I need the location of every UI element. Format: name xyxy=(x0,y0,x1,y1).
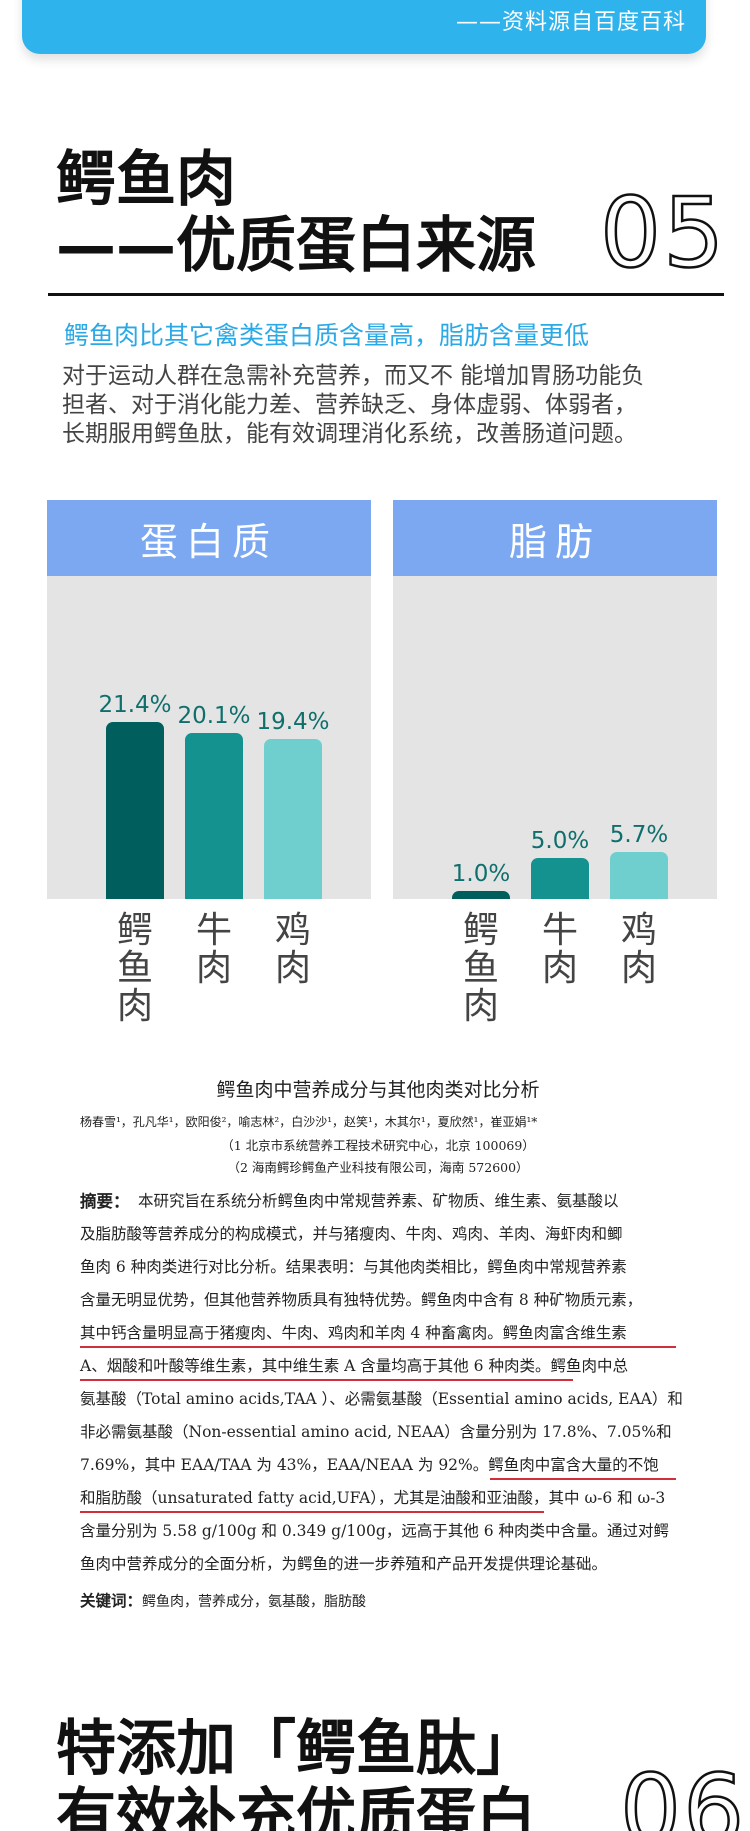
fat-chart-plot: 1.0% 5.0% 5.7% xyxy=(393,576,717,899)
abstract-line: 7.69%，其中 EAA/TAA 为 43%，EAA/NEAA 为 92%。鳄鱼… xyxy=(80,1456,659,1474)
bar-value-label: 5.0% xyxy=(530,827,590,854)
paper-affiliation-2: （2 海南鳄珍鳄鱼产业科技有限公司，海南 572600） xyxy=(227,1160,529,1175)
highlight-underline xyxy=(80,1511,544,1513)
abstract-line: 含量分别为 5.58 g/100g 和 0.349 g/100g，远高于其他 6… xyxy=(80,1522,670,1540)
protein-chart: 蛋白质 21.4% 20.1% 19.4% 鳄鱼肉 牛肉 鸡肉 xyxy=(47,500,371,1026)
section6-number: 06 xyxy=(619,1754,747,1831)
bar-value-label: 21.4% xyxy=(98,692,172,719)
abstract-line: 氨基酸（Total amino acids,TAA ）、必需氨基酸（Essent… xyxy=(80,1390,683,1408)
bar-beef xyxy=(531,857,589,899)
section5-title-line1: 鳄鱼肉 xyxy=(56,145,236,215)
section5-divider xyxy=(48,293,724,296)
keywords-label: 关键词： xyxy=(80,1591,143,1610)
abstract-line: 及脂肪酸等营养成分的构成模式，并与猪瘦肉、牛肉、鸡肉、羊肉、海虾肉和鲫 xyxy=(80,1225,623,1243)
category-label-chicken: 鸡肉 xyxy=(274,910,311,989)
highlight-underline xyxy=(490,1478,676,1480)
section5-subhead: 鳄鱼肉比其它禽类蛋白质含量高，脂肪含量更低 xyxy=(64,321,590,350)
bar-chicken xyxy=(610,851,668,899)
bar-beef xyxy=(185,732,243,899)
section5-paragraph: 对于运动人群在急需补充营养，而又不 能增加胃肠功能负担者、对于消化能力差、营养缺… xyxy=(62,363,645,447)
paper-authors: 杨春雪¹，孔凡华¹，欧阳俊²，喻志林²，白沙沙¹，赵笑¹，木其尔¹，夏欣然¹，崔… xyxy=(80,1115,538,1129)
top-banner: ——资料源自百度百科 xyxy=(22,0,706,54)
category-label-beef: 牛肉 xyxy=(195,910,232,989)
bar-value-label: 5.7% xyxy=(609,821,669,848)
paper-keywords: 关键词：鳄鱼肉，营养成分，氨基酸，脂肪酸 xyxy=(80,1589,366,1611)
abstract-line: 鱼肉 6 种肉类进行对比分析。结果表明：与其他肉类相比，鳄鱼肉中常规营养素 xyxy=(80,1258,627,1276)
abstract-label: 摘要： xyxy=(80,1192,130,1211)
section5-number: 05 xyxy=(599,177,727,289)
section6-title-line2: 有效补充优质蛋白 xyxy=(56,1782,536,1831)
highlight-underline xyxy=(80,1379,573,1381)
bar-crocodile xyxy=(106,722,164,899)
abstract-line: 非必需氨基酸（Non-essential amino acid, NEAA）含量… xyxy=(80,1423,672,1441)
abstract-line: 鱼肉中营养成分的全面分析，为鳄鱼的进一步养殖和产品开发提供理论基础。 xyxy=(80,1555,608,1573)
abstract-line: 含量无明显优势，但其他营养物质具有独特优势。鳄鱼肉中含有 8 种矿物质元素， xyxy=(80,1291,643,1309)
abstract-line: 本研究旨在系统分析鳄鱼肉中常规营养素、矿物质、维生素、氨基酸以 xyxy=(138,1192,619,1210)
category-label-crocodile: 鳄鱼肉 xyxy=(462,910,499,1027)
category-label-beef: 牛肉 xyxy=(541,910,578,989)
bar-value-label: 1.0% xyxy=(451,860,511,887)
protein-chart-plot: 21.4% 20.1% 19.4% xyxy=(47,576,371,899)
bar-value-label: 19.4% xyxy=(256,708,330,735)
bar-crocodile xyxy=(452,890,510,899)
protein-chart-title: 蛋白质 xyxy=(47,500,371,576)
fat-chart-title: 脂肪 xyxy=(393,500,717,576)
abstract-line: A、烟酸和叶酸等维生素，其中维生素 A 含量均高于其他 6 种肉类。鳄鱼肉中总 xyxy=(80,1357,628,1375)
paper-title: 鳄鱼肉中营养成分与其他肉类对比分析 xyxy=(216,1079,540,1101)
category-label-crocodile: 鳄鱼肉 xyxy=(116,910,153,1027)
section6-title-line1: 特添加「鳄鱼肽」 xyxy=(56,1714,536,1784)
section5-title-line2: ——优质蛋白来源 xyxy=(56,211,536,281)
abstract-line: 和脂肪酸（unsaturated fatty acid,UFA），尤其是油酸和亚… xyxy=(80,1489,666,1507)
paper-affiliation-1: （1 北京市系统营养工程技术研究中心，北京 100069） xyxy=(221,1138,535,1153)
bar-value-label: 20.1% xyxy=(177,702,251,729)
bar-chicken xyxy=(264,738,322,899)
keywords-text: 鳄鱼肉，营养成分，氨基酸，脂肪酸 xyxy=(142,1594,367,1610)
highlight-underline xyxy=(80,1346,676,1348)
category-label-chicken: 鸡肉 xyxy=(620,910,657,989)
source-note: ——资料源自百度百科 xyxy=(455,10,686,35)
abstract-line: 其中钙含量明显高于猪瘦肉、牛肉、鸡肉和羊肉 4 种畜禽肉。鳄鱼肉富含维生素 xyxy=(80,1324,627,1342)
fat-chart: 脂肪 1.0% 5.0% 5.7% 鳄鱼肉 牛肉 鸡肉 xyxy=(393,500,717,1026)
